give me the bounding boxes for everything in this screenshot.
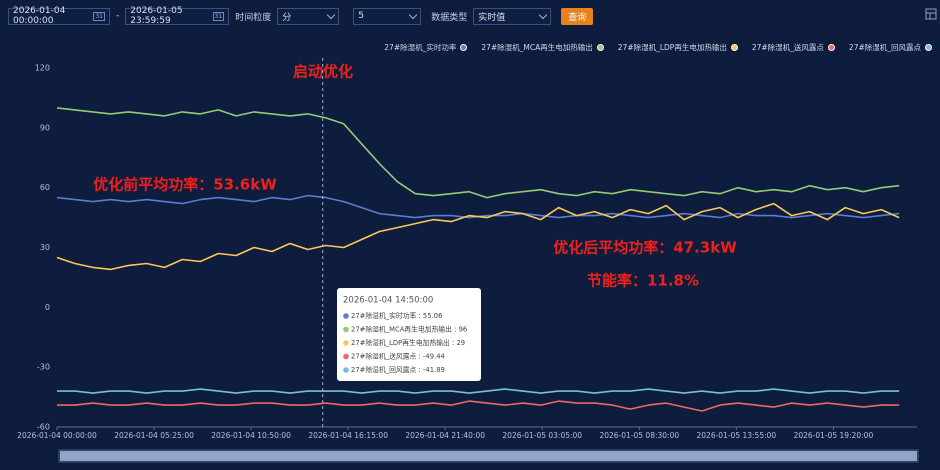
annotation: 节能率：11.8%: [587, 272, 699, 290]
query-button[interactable]: 查询: [561, 7, 594, 25]
layout-icon[interactable]: [925, 8, 937, 20]
series-line: [57, 388, 900, 394]
granularity-value: 分: [282, 12, 292, 23]
tooltip-dot: [343, 367, 349, 373]
annotation: 优化前平均功率：53.6kW: [93, 176, 277, 194]
legend-item[interactable]: 27#除湿机_送风露点: [752, 42, 835, 53]
calendar-icon[interactable]: 31: [212, 11, 225, 21]
x-tick-label: 2026-01-05 08:30:00: [599, 431, 679, 440]
legend-dot: [460, 44, 468, 51]
legend-item[interactable]: 27#除湿机_实时功率: [384, 42, 468, 53]
x-tick-label: 2026-01-05 19:20:00: [794, 431, 874, 440]
granularity-select[interactable]: 分: [277, 7, 340, 25]
tooltip-item: 27#除湿机_实时功率 : 55.06: [351, 311, 442, 320]
series-line: [56, 107, 900, 199]
series-line: [56, 202, 900, 271]
step-select[interactable]: 5: [353, 7, 422, 25]
type-label: 数据类型: [431, 12, 468, 23]
tooltip-title: 2026-01-04 14:50:00: [343, 296, 433, 306]
step-value: 5: [358, 11, 364, 21]
legend-dot: [730, 44, 738, 51]
x-tick-label: 2026-01-04 16:15:00: [308, 431, 388, 440]
x-tick-label: 2026-01-04 10:50:00: [211, 431, 291, 440]
calendar-icon[interactable]: 31: [93, 11, 105, 21]
legend-label: 27#除湿机_MCA再生电加热输出: [481, 43, 593, 52]
end-text: 2026-01-05 23:59:59: [130, 6, 183, 26]
tooltip-item: 27#除湿机_MCA再生电加热输出 : 96: [351, 325, 467, 334]
legend-item[interactable]: 27#除湿机_回风露点: [849, 42, 932, 53]
legend-item[interactable]: 27#除湿机_LDP再生电加热输出: [618, 42, 738, 53]
y-tick-label: 30: [40, 243, 50, 252]
legend-dot: [925, 44, 932, 51]
type-value: 实时值: [478, 12, 506, 23]
x-tick-label: 2026-01-05 03:05:00: [502, 431, 582, 440]
start-text: 2026-01-04 00:00:00: [13, 6, 66, 26]
tooltip-item: 27#除湿机_LDP再生电加热输出 : 29: [351, 338, 465, 347]
y-tick-label: -60: [37, 423, 50, 432]
annotation: 启动优化: [293, 63, 353, 81]
dash: -: [116, 11, 120, 21]
end-input[interactable]: 2026-01-05 23:59:59 31: [125, 6, 230, 26]
legend: 27#除湿机_实时功率 27#除湿机_MCA再生电加热输出 27#除湿机_LDP再生…: [384, 42, 932, 53]
legend-dot: [596, 44, 604, 51]
y-tick-label: 90: [40, 123, 50, 132]
y-tick-label: 0: [45, 303, 50, 312]
toolbar: 2026-01-04 00:00:00 31 - 2026-01-05 23:59…: [8, 6, 594, 26]
legend-label: 27#除湿机_实时功率: [384, 43, 457, 52]
x-tick-label: 2026-01-04 00:00:00: [17, 431, 97, 440]
tooltip-item: 27#除湿机_送风露点 : -49.44: [351, 352, 445, 361]
legend-label: 27#除湿机_LDP再生电加热输出: [617, 43, 727, 52]
x-tick-label: 2026-01-05 13:55:00: [697, 431, 777, 440]
series-line: [56, 194, 900, 219]
granularity-label: 时间粒度: [235, 12, 272, 23]
legend-dot: [827, 44, 835, 51]
tooltip-dot: [343, 353, 349, 360]
legend-label: 27#除湿机_送风露点: [751, 43, 824, 52]
type-select[interactable]: 实时值: [473, 7, 552, 25]
start-input[interactable]: 2026-01-04 00:00:00 31: [8, 6, 110, 26]
legend-label: 27#除湿机_回风露点: [848, 43, 921, 52]
tooltip-dot: [343, 340, 349, 346]
legend-item[interactable]: 27#除湿机_MCA再生电加热输出: [481, 42, 604, 53]
y-tick-label: 60: [40, 183, 50, 192]
annotation: 优化后平均功率：47.3kW: [553, 239, 737, 257]
x-tick-label: 2026-01-04 21:40:00: [405, 431, 485, 440]
y-tick-label: 120: [35, 64, 50, 73]
datazoom-window[interactable]: [60, 451, 917, 461]
tooltip: 2026-01-04 14:50:00 27#除湿机_实时功率 : 55.06 27…: [337, 288, 481, 381]
y-tick-label: -30: [37, 363, 50, 372]
tooltip-dot: [343, 313, 349, 319]
series-line: [57, 400, 900, 412]
tooltip-item: 27#除湿机_回风露点 : -41.89: [351, 365, 445, 374]
x-tick-label: 2026-01-04 05:25:00: [114, 431, 194, 440]
tooltip-dot: [343, 326, 349, 333]
tooltip-box: [337, 288, 481, 381]
